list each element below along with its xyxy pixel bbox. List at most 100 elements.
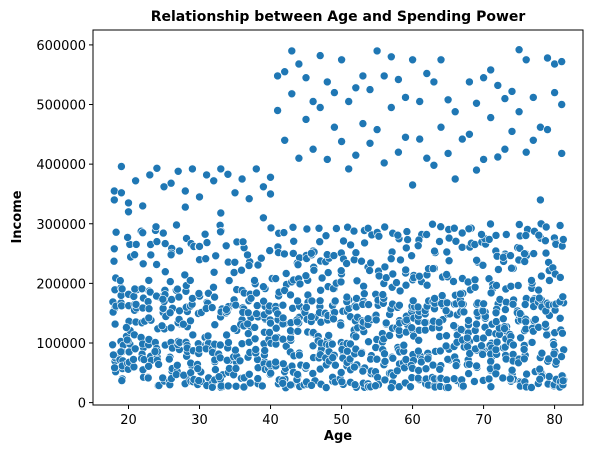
data-point	[472, 319, 481, 329]
data-point	[188, 330, 198, 340]
data-point	[472, 361, 481, 371]
data-point	[343, 222, 352, 232]
data-point	[166, 277, 175, 286]
data-point	[531, 315, 540, 324]
data-point	[399, 340, 409, 350]
data-point	[477, 230, 486, 239]
data-point	[392, 278, 401, 287]
data-point	[138, 201, 147, 211]
data-point	[266, 368, 276, 378]
data-point	[122, 323, 131, 332]
data-point	[210, 292, 219, 302]
data-point	[281, 341, 291, 351]
data-point	[443, 383, 453, 392]
data-point	[216, 340, 225, 350]
data-point	[295, 279, 305, 289]
data-point	[256, 253, 266, 263]
data-point	[117, 301, 126, 311]
data-point	[129, 362, 139, 372]
data-point	[194, 289, 204, 298]
data-point	[555, 273, 565, 282]
data-point	[506, 251, 515, 260]
data-point	[271, 323, 281, 333]
data-point	[243, 250, 252, 260]
data-point	[331, 360, 340, 370]
data-point	[408, 55, 417, 65]
data-point	[515, 309, 525, 318]
data-point	[420, 325, 430, 335]
data-point	[145, 170, 155, 180]
data-point	[528, 136, 538, 145]
data-point	[385, 331, 394, 340]
data-point	[129, 355, 138, 364]
data-point	[486, 113, 496, 122]
data-point	[342, 346, 352, 356]
data-point	[380, 262, 390, 272]
data-point	[216, 208, 226, 218]
data-point	[351, 332, 361, 342]
data-point	[229, 324, 239, 333]
data-point	[336, 266, 346, 276]
data-point	[336, 368, 346, 377]
data-point	[520, 300, 530, 309]
data-point	[528, 93, 538, 102]
data-point	[109, 256, 119, 266]
data-point	[394, 326, 404, 335]
data-point	[414, 335, 424, 345]
data-point	[358, 366, 368, 376]
data-point	[273, 106, 282, 115]
data-point	[491, 308, 501, 318]
data-point	[158, 294, 168, 304]
data-point	[110, 319, 120, 329]
x-tick-label: 20	[120, 413, 137, 428]
data-point	[146, 250, 156, 260]
data-point	[327, 339, 337, 349]
data-point	[430, 246, 439, 256]
data-point	[464, 369, 473, 378]
data-point	[365, 85, 375, 94]
data-point	[174, 292, 184, 302]
data-point	[381, 318, 391, 328]
data-point	[165, 354, 174, 364]
data-point	[253, 374, 263, 383]
data-point	[437, 291, 447, 300]
data-point	[245, 369, 254, 379]
data-point	[271, 333, 280, 343]
data-point	[396, 255, 405, 265]
data-point	[357, 349, 366, 358]
data-point	[535, 364, 545, 374]
data-point	[379, 158, 389, 168]
data-point	[173, 167, 183, 176]
data-point	[307, 381, 316, 390]
data-point	[534, 230, 544, 240]
data-point	[449, 223, 459, 233]
data-point	[415, 271, 424, 281]
data-point	[166, 323, 176, 333]
data-point	[336, 277, 346, 287]
data-point	[181, 186, 190, 196]
data-point	[110, 186, 119, 196]
data-point	[351, 150, 361, 160]
data-point	[506, 281, 516, 291]
data-point	[386, 383, 396, 392]
data-point	[186, 276, 195, 285]
data-point	[108, 340, 117, 350]
data-point	[371, 381, 380, 391]
data-point	[209, 176, 218, 186]
data-point	[321, 231, 331, 240]
data-point	[259, 282, 268, 292]
data-point	[472, 99, 481, 108]
data-point	[352, 276, 362, 286]
data-point	[253, 260, 263, 270]
data-point	[492, 337, 502, 347]
data-point	[131, 176, 140, 186]
data-point	[173, 284, 182, 294]
data-point	[379, 71, 389, 81]
data-point	[200, 229, 210, 239]
data-point	[271, 357, 280, 367]
data-point	[280, 286, 289, 295]
data-point	[365, 266, 374, 275]
data-point	[329, 314, 338, 324]
data-point	[230, 188, 240, 198]
data-point	[484, 235, 494, 244]
